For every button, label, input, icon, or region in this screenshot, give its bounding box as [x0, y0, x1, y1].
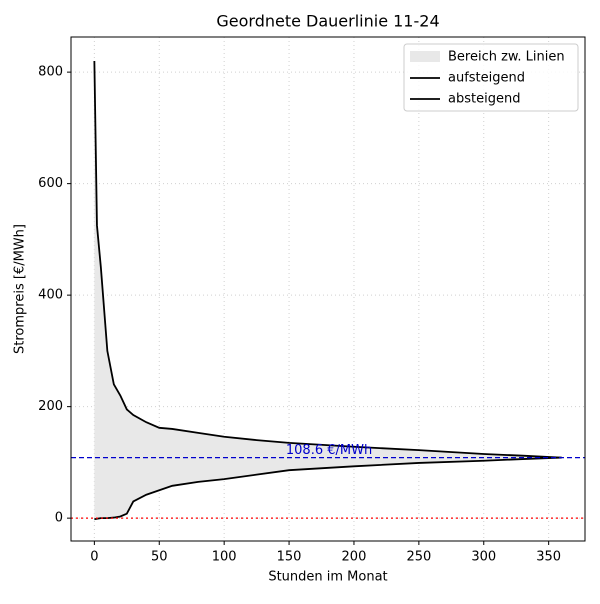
x-tick-label: 100: [212, 550, 237, 565]
legend-label: Bereich zw. Linien: [448, 50, 565, 65]
reference-label: 108.6 €/MWh: [286, 443, 372, 458]
x-axis-label: Stunden im Monat: [268, 570, 387, 585]
x-tick-label: 350: [536, 550, 561, 565]
x-tick-label: 0: [90, 550, 98, 565]
y-tick-label: 0: [55, 511, 63, 526]
x-tick-label: 50: [151, 550, 168, 565]
y-tick-label: 600: [38, 176, 63, 191]
y-tick-label: 200: [38, 399, 63, 414]
line: [94, 456, 562, 521]
x-tick-label: 150: [277, 550, 302, 565]
x-tick-label: 250: [406, 550, 431, 565]
y-tick-label: 800: [38, 65, 63, 80]
legend-box: [403, 43, 579, 112]
legend-label: aufsteigend: [448, 71, 525, 86]
y-tick-label: 400: [38, 288, 63, 303]
plot-frame: [70, 36, 586, 542]
fill-between: [94, 60, 562, 520]
chart-title: Geordnete Dauerlinie 11-24: [216, 12, 439, 31]
x-tick-label: 200: [342, 550, 367, 565]
y-axis-label: Strompreis [€/MWh]: [13, 224, 28, 354]
x-tick-label: 300: [471, 550, 496, 565]
legend-swatch: [410, 51, 440, 62]
legend-label: absteigend: [448, 92, 520, 107]
line: [93, 60, 562, 459]
